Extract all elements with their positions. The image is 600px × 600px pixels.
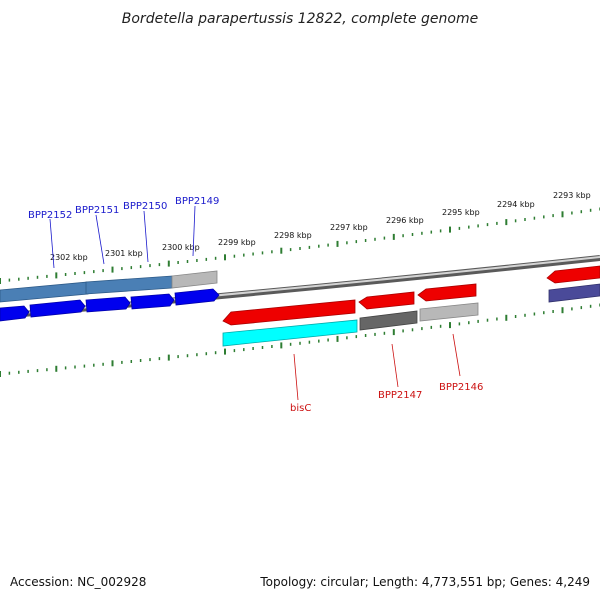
gene-arrow-1[interactable]: [0, 305, 30, 322]
leader-line-bpp2147: [391, 343, 399, 388]
page-title: Bordetella parapertussis 12822, complete…: [122, 11, 478, 27]
genome-summary: Topology: circular; Length: 4,773,551 bp…: [259, 575, 590, 589]
leader-line-bpp2152: [49, 218, 55, 269]
scale-label-2293: 2293 kbp: [553, 191, 591, 200]
forward-track-lower: [0, 288, 220, 322]
gene-label-bpp2146[interactable]: BPP2146: [439, 382, 483, 393]
reverse-track-upper: [222, 265, 600, 326]
gene-arrow-bpp2147[interactable]: [358, 291, 415, 310]
scale-label-2296: 2296 kbp: [386, 216, 424, 225]
leader-line-bisc: [293, 353, 299, 401]
scale-label-2294: 2294 kbp: [497, 200, 535, 209]
leader-line-bpp2151: [95, 214, 105, 265]
scale-label-2302: 2302 kbp: [50, 253, 88, 262]
accession-label: Accession: NC_002928: [10, 575, 146, 589]
gene-label-bpp2147[interactable]: BPP2147: [378, 390, 422, 401]
gene-feature-bpp2151[interactable]: [85, 275, 173, 295]
scale-label-2299: 2299 kbp: [218, 238, 256, 247]
gene-labels: BPP2152 BPP2151 BPP2150 BPP2149 bisC BPP…: [28, 196, 483, 414]
reverse-track-lower: [222, 283, 600, 347]
gene-label-bpp2150[interactable]: BPP2150: [123, 201, 167, 212]
scale-labels: 2302 kbp 2301 kbp 2300 kbp 2299 kbp 2298…: [50, 191, 591, 262]
gene-feature-bpp2150-block[interactable]: [171, 270, 218, 289]
gene-label-bpp2152[interactable]: BPP2152: [28, 210, 72, 221]
gene-feature-bpp2146[interactable]: [419, 302, 479, 322]
scale-label-2298: 2298 kbp: [274, 231, 312, 240]
scale-label-2301: 2301 kbp: [105, 249, 143, 258]
leader-line-bpp2149: [192, 205, 196, 257]
upper-scale-ticks: [0, 207, 600, 284]
gene-arrow-right[interactable]: [546, 265, 600, 284]
gene-feature-bpp2152[interactable]: [0, 281, 89, 303]
leader-line-bpp2150: [143, 210, 149, 263]
gene-label-bisc[interactable]: bisC: [290, 403, 311, 414]
gene-feature-bisc[interactable]: [222, 319, 358, 347]
gene-feature-bpp2147[interactable]: [359, 310, 418, 331]
scale-label-2295: 2295 kbp: [442, 208, 480, 217]
gene-arrow-2[interactable]: [29, 299, 86, 318]
gene-label-bpp2149[interactable]: BPP2149: [175, 196, 219, 207]
gene-arrow-5[interactable]: [174, 288, 220, 306]
leader-line-bpp2146: [452, 333, 461, 377]
scale-label-2300: 2300 kbp: [162, 243, 200, 252]
scale-label-2297: 2297 kbp: [330, 223, 368, 232]
gene-arrow-bisc[interactable]: [222, 299, 356, 326]
lower-scale-ticks: [0, 303, 600, 377]
gene-label-bpp2151[interactable]: BPP2151: [75, 205, 119, 216]
forward-track-upper: [0, 270, 218, 303]
gene-feature-right[interactable]: [548, 283, 600, 303]
gene-arrow-4[interactable]: [130, 293, 175, 310]
gene-arrow-bpp2146[interactable]: [417, 283, 477, 302]
gene-arrow-3[interactable]: [85, 296, 131, 313]
